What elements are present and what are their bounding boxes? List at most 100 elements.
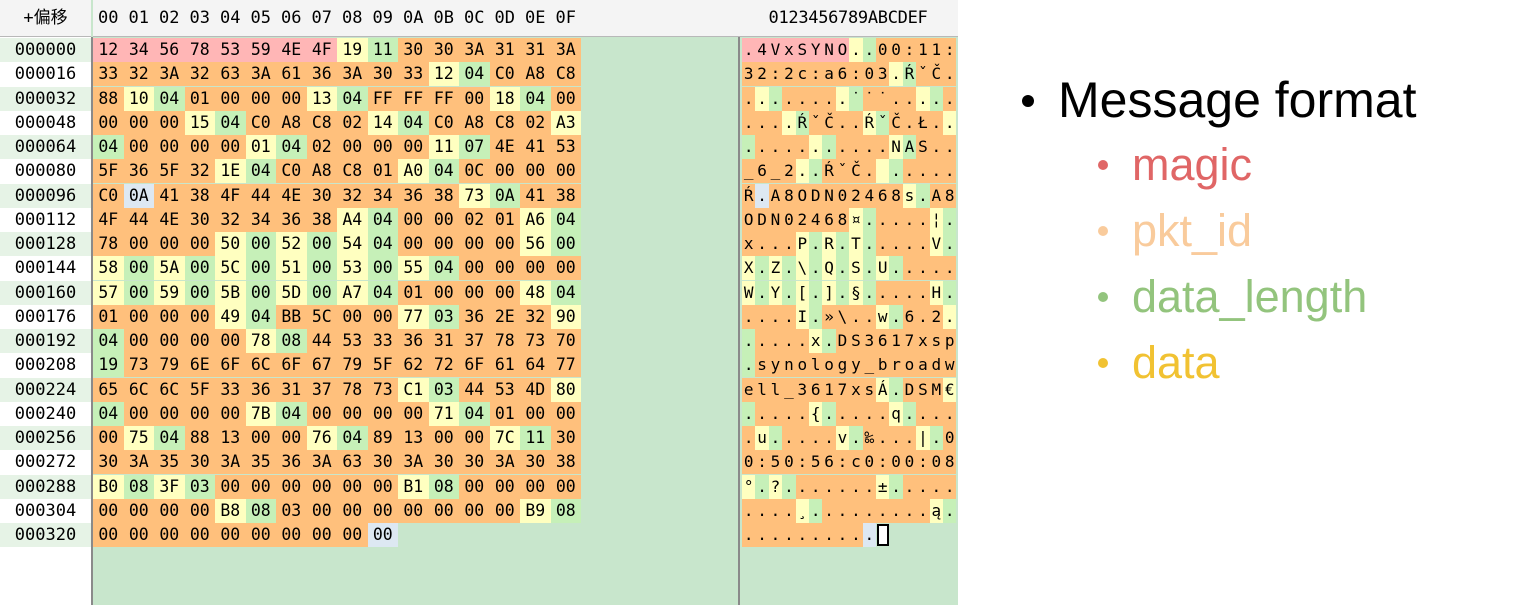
ascii-char[interactable]: ˙: [849, 86, 863, 111]
hex-byte[interactable]: 04: [93, 329, 124, 353]
hex-byte[interactable]: 3A: [489, 450, 520, 475]
ascii-char[interactable]: .: [822, 498, 836, 523]
hex-byte[interactable]: 00: [398, 207, 429, 232]
ascii-char[interactable]: .: [943, 159, 957, 184]
ascii-char[interactable]: .: [795, 523, 809, 547]
ascii-char[interactable]: .: [822, 474, 836, 499]
ascii-char[interactable]: Ŕ: [795, 110, 809, 135]
ascii-char[interactable]: ˇ: [809, 110, 823, 135]
ascii-char[interactable]: .: [755, 498, 769, 523]
hex-byte[interactable]: 49: [215, 304, 246, 329]
hex-byte[interactable]: 30: [184, 207, 215, 232]
ascii-char[interactable]: €: [943, 377, 957, 402]
ascii-char[interactable]: 2: [929, 304, 943, 329]
ascii-char[interactable]: Z: [768, 256, 783, 281]
ascii-char[interactable]: .: [849, 523, 863, 547]
ascii-char[interactable]: .: [862, 232, 876, 256]
hex-byte[interactable]: 79: [337, 353, 368, 378]
hex-byte[interactable]: 57: [93, 280, 124, 305]
ascii-char[interactable]: x: [782, 38, 796, 62]
ascii-char[interactable]: .: [876, 207, 890, 232]
ascii-char[interactable]: d: [929, 353, 943, 378]
ascii-char[interactable]: .: [862, 401, 876, 426]
hex-byte[interactable]: 01: [489, 207, 520, 232]
ascii-char[interactable]: .: [902, 207, 917, 232]
ascii-char[interactable]: .: [835, 280, 850, 305]
ascii-char[interactable]: a: [822, 62, 836, 87]
ascii-char[interactable]: .: [835, 110, 850, 135]
ascii-char[interactable]: 0: [862, 62, 876, 87]
ascii-char[interactable]: .: [943, 498, 957, 523]
ascii-char[interactable]: .: [835, 232, 850, 256]
hex-byte[interactable]: 50: [215, 232, 246, 256]
hex-byte[interactable]: 00: [550, 159, 581, 184]
hex-byte[interactable]: 73: [123, 353, 154, 378]
ascii-char[interactable]: .: [809, 86, 823, 111]
hex-byte[interactable]: 00: [184, 329, 215, 353]
hex-byte[interactable]: 6C: [154, 377, 185, 402]
ascii-char[interactable]: .: [822, 329, 836, 353]
hex-byte[interactable]: A6: [520, 207, 551, 232]
hex-byte[interactable]: 00: [245, 474, 276, 499]
ascii-char[interactable]: °: [742, 474, 756, 499]
hex-byte[interactable]: 32: [337, 183, 368, 208]
hex-byte[interactable]: 5F: [93, 159, 124, 184]
ascii-char[interactable]: .: [795, 426, 809, 450]
hex-byte[interactable]: 34: [367, 183, 398, 208]
ascii-char[interactable]: .: [849, 38, 863, 62]
ascii-char[interactable]: .: [755, 86, 769, 111]
ascii-char[interactable]: .: [929, 86, 943, 111]
ascii-char[interactable]: Ŕ: [742, 183, 756, 208]
ascii-char[interactable]: .: [849, 498, 863, 523]
hex-byte[interactable]: 5C: [306, 304, 337, 329]
hex-byte[interactable]: FF: [428, 86, 459, 111]
ascii-char[interactable]: ˇ: [916, 62, 930, 87]
ascii-char[interactable]: .: [742, 86, 756, 111]
hex-byte[interactable]: 36: [276, 207, 307, 232]
hex-byte[interactable]: 00: [367, 498, 398, 523]
hex-byte[interactable]: 89: [367, 426, 398, 450]
hex-byte[interactable]: 00: [550, 232, 581, 256]
hex-byte[interactable]: 01: [93, 304, 124, 329]
ascii-char[interactable]: A: [768, 183, 783, 208]
ascii-char[interactable]: .: [768, 329, 783, 353]
ascii-char[interactable]: .: [768, 498, 783, 523]
hex-byte[interactable]: 00: [459, 232, 490, 256]
hex-byte[interactable]: 00: [215, 86, 246, 111]
ascii-char[interactable]: .: [782, 401, 796, 426]
ascii-char[interactable]: D: [902, 377, 917, 402]
hex-byte[interactable]: 00: [489, 232, 520, 256]
hex-byte[interactable]: 00: [489, 474, 520, 499]
ascii-char[interactable]: o: [822, 353, 836, 378]
ascii-char[interactable]: .: [782, 135, 796, 159]
hex-byte[interactable]: 00: [245, 86, 276, 111]
hex-byte[interactable]: 04: [93, 401, 124, 426]
ascii-char[interactable]: ±: [876, 474, 890, 499]
ascii-char[interactable]: g: [835, 353, 850, 378]
hex-byte[interactable]: 78: [184, 38, 215, 62]
ascii-char[interactable]: ‰: [862, 426, 876, 450]
hex-byte[interactable]: BB: [276, 304, 307, 329]
hex-byte[interactable]: B0: [93, 474, 124, 499]
hex-byte[interactable]: 4F: [93, 207, 124, 232]
ascii-char[interactable]: 2: [782, 62, 796, 87]
ascii-char[interactable]: .: [742, 401, 756, 426]
ascii-char[interactable]: .: [755, 329, 769, 353]
hex-byte[interactable]: 11: [520, 426, 551, 450]
ascii-char[interactable]: .: [862, 523, 876, 547]
ascii-char[interactable]: 8: [943, 183, 957, 208]
ascii-char[interactable]: .: [889, 498, 903, 523]
ascii-char[interactable]: :: [902, 38, 917, 62]
hex-byte[interactable]: 78: [489, 329, 520, 353]
ascii-char[interactable]: .: [742, 135, 756, 159]
hex-byte[interactable]: 53: [489, 377, 520, 402]
ascii-char[interactable]: .: [782, 329, 796, 353]
hex-byte[interactable]: 00: [367, 304, 398, 329]
hex-byte[interactable]: 6F: [215, 353, 246, 378]
hex-byte[interactable]: 04: [459, 401, 490, 426]
hex-byte[interactable]: 00: [398, 401, 429, 426]
hex-byte[interactable]: 00: [154, 523, 185, 547]
ascii-char[interactable]: .: [809, 474, 823, 499]
hex-byte[interactable]: 00: [245, 232, 276, 256]
ascii-char[interactable]: .: [929, 159, 943, 184]
